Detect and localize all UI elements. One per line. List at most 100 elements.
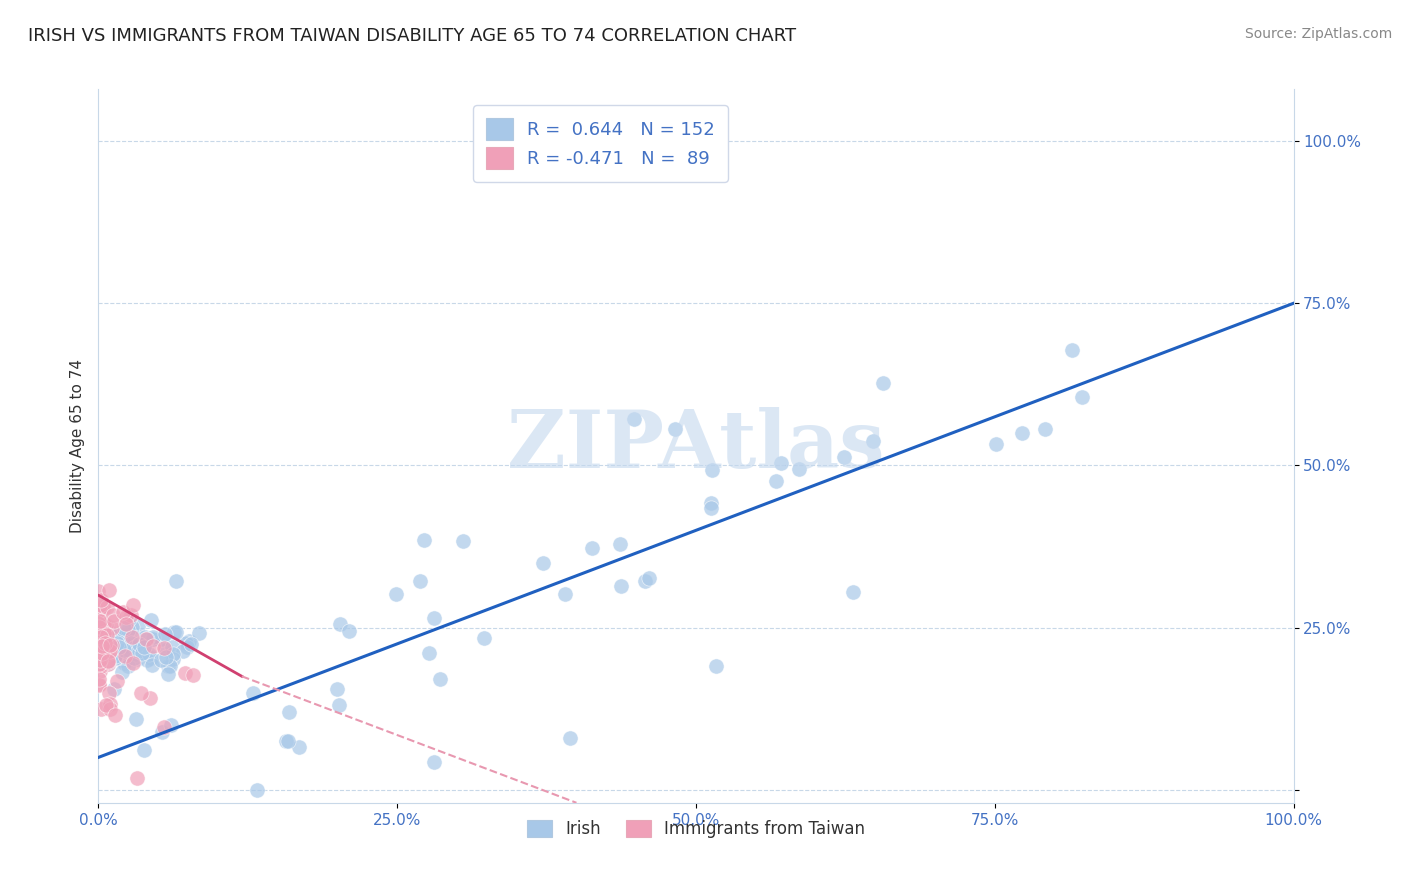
Point — [104, 629, 127, 643]
Point — [134, 630, 156, 644]
Point — [89, 631, 111, 645]
Text: ZIPAtlas: ZIPAtlas — [508, 407, 884, 485]
Point — [89, 643, 111, 657]
Point — [100, 632, 122, 646]
Point — [127, 644, 149, 658]
Point — [98, 656, 121, 670]
Point — [181, 668, 204, 682]
Point — [97, 648, 120, 663]
Point — [97, 655, 120, 669]
Point — [103, 608, 125, 623]
Point — [89, 620, 111, 634]
Point — [87, 639, 110, 653]
Point — [97, 582, 120, 597]
Point — [112, 643, 135, 657]
Point — [131, 646, 153, 660]
Point — [152, 720, 174, 734]
Point — [98, 702, 121, 716]
Point — [101, 621, 124, 635]
Point — [105, 638, 128, 652]
Point — [157, 658, 180, 673]
Point — [91, 650, 114, 665]
Point — [90, 659, 112, 673]
Point — [89, 652, 111, 666]
Point — [91, 624, 114, 639]
Point — [124, 630, 146, 644]
Point — [103, 639, 125, 653]
Point — [107, 642, 129, 657]
Point — [139, 613, 162, 627]
Point — [134, 648, 156, 662]
Point — [339, 624, 361, 638]
Point — [98, 638, 121, 652]
Point — [87, 655, 110, 669]
Point — [90, 634, 112, 648]
Point — [93, 626, 115, 640]
Point — [114, 649, 136, 664]
Point — [103, 682, 125, 697]
Point — [121, 630, 143, 644]
Point — [107, 642, 129, 657]
Point — [111, 605, 134, 619]
Point — [94, 635, 117, 649]
Point — [91, 599, 114, 613]
Point — [89, 642, 111, 657]
Point — [150, 725, 173, 739]
Point — [136, 653, 159, 667]
Point — [142, 630, 165, 644]
Point — [153, 640, 176, 655]
Point — [96, 698, 118, 712]
Point — [132, 640, 155, 655]
Point — [385, 587, 408, 601]
Point — [89, 646, 111, 660]
Point — [104, 649, 127, 664]
Point — [180, 637, 202, 651]
Point — [633, 574, 655, 589]
Point — [122, 598, 145, 612]
Point — [453, 533, 475, 548]
Point — [609, 579, 631, 593]
Point — [112, 634, 135, 648]
Point — [609, 537, 631, 551]
Point — [87, 603, 110, 617]
Point — [90, 702, 112, 716]
Point — [127, 652, 149, 666]
Point — [117, 643, 139, 657]
Point — [623, 412, 645, 426]
Point — [765, 474, 787, 488]
Point — [112, 636, 135, 650]
Point — [700, 495, 723, 509]
Point — [160, 640, 183, 654]
Point — [163, 625, 186, 640]
Point — [150, 632, 173, 646]
Point — [94, 632, 117, 647]
Point — [98, 644, 121, 658]
Point — [93, 646, 115, 660]
Point — [121, 619, 143, 633]
Point — [664, 422, 686, 436]
Point — [700, 501, 723, 516]
Legend: Irish, Immigrants from Taiwan: Irish, Immigrants from Taiwan — [520, 813, 872, 845]
Point — [706, 659, 728, 673]
Point — [97, 632, 120, 646]
Point — [127, 619, 149, 633]
Point — [89, 629, 111, 643]
Point — [1033, 422, 1056, 436]
Point — [155, 642, 177, 657]
Point — [89, 638, 111, 652]
Point — [155, 627, 177, 641]
Point — [90, 653, 112, 667]
Point — [124, 645, 146, 659]
Point — [101, 629, 124, 643]
Point — [104, 650, 127, 665]
Point — [90, 640, 112, 654]
Point — [87, 657, 110, 671]
Point — [103, 614, 125, 628]
Point — [96, 640, 118, 654]
Point — [117, 623, 139, 637]
Point — [90, 659, 112, 673]
Point — [90, 592, 112, 607]
Point — [174, 636, 197, 650]
Point — [787, 462, 810, 476]
Point — [472, 631, 495, 645]
